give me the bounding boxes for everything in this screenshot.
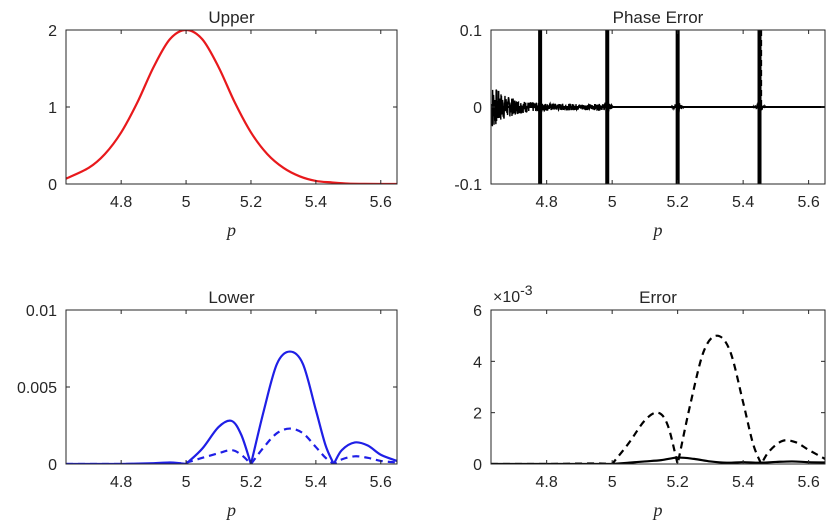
lower-series-0-solid <box>66 350 397 464</box>
phase-error-y-tick-label: 0.1 <box>460 23 482 40</box>
phase-error-spike-3 <box>757 30 762 184</box>
lower-x-tick-label: 5 <box>182 474 191 491</box>
phase-error-x-tick-label: 5.2 <box>667 194 689 211</box>
lower-y-tick-label: 0.01 <box>26 303 57 320</box>
upper-title: Upper <box>208 8 255 27</box>
lower-x-axis-label: p <box>225 500 236 520</box>
error-y-tick-label: 2 <box>473 406 482 423</box>
upper-x-axis-label: p <box>225 220 236 240</box>
error-x-tick-label: 4.8 <box>536 474 558 491</box>
error-y-tick-label: 0 <box>473 457 482 474</box>
error-title: Error <box>639 288 677 307</box>
phase-error-x-tick-label: 5.6 <box>798 194 820 211</box>
lower-x-tick-label: 5.6 <box>370 474 392 491</box>
error-axes-box <box>490 309 826 465</box>
upper-y-tick-label: 0 <box>48 177 57 194</box>
error-y-tick-label: 4 <box>473 354 482 371</box>
error-x-tick-label: 5.6 <box>798 474 820 491</box>
upper-x-tick-label: 5 <box>182 194 191 211</box>
phase-error-plot-area <box>491 30 825 184</box>
lower-title: Lower <box>208 288 255 307</box>
phase-error-x-tick-label: 4.8 <box>536 194 558 211</box>
error-plot-area <box>491 334 825 464</box>
error-chart: Error p ×10-3 4.8 5 5.2 5.4 5.6 0 2 4 6 <box>473 282 826 520</box>
phase-error-y-tick-label: -0.1 <box>454 177 482 194</box>
error-x-axis-label: p <box>652 500 663 520</box>
lower-x-tick-label: 5.4 <box>305 474 327 491</box>
phase-error-chart: Phase Error p 4.8 5 5.2 5.4 5.6 -0.1 0 0.1 <box>454 8 826 240</box>
lower-y-tick-label: 0 <box>48 457 57 474</box>
phase-error-spike-2 <box>675 30 680 184</box>
error-x-tick-label: 5.2 <box>667 474 689 491</box>
phase-error-x-tick-label: 5.4 <box>732 194 754 211</box>
lower-series-1-dashed <box>66 427 397 464</box>
error-y-multiplier: ×10-3 <box>493 282 533 306</box>
phase-error-noise-line <box>491 89 613 127</box>
phase-error-y-tick-label: 0 <box>473 100 482 117</box>
upper-series-0-solid <box>66 30 397 184</box>
error-series-1-solid <box>491 456 825 464</box>
upper-x-tick-label: 5.4 <box>305 194 327 211</box>
upper-chart: Upper p 4.8 5 5.2 5.4 5.6 0 1 2 <box>48 8 398 240</box>
upper-x-tick-label: 4.8 <box>110 194 132 211</box>
lower-plot-area <box>66 350 397 464</box>
error-y-tick-label: 6 <box>473 303 482 320</box>
phase-error-spike-1 <box>605 30 610 184</box>
lower-axes-box <box>65 309 398 465</box>
upper-x-tick-label: 5.2 <box>240 194 262 211</box>
lower-x-tick-label: 5.2 <box>240 474 262 491</box>
upper-axes-box <box>65 29 398 185</box>
phase-error-title: Phase Error <box>613 8 704 27</box>
upper-y-tick-label: 2 <box>48 23 57 40</box>
lower-y-tick-label: 0.005 <box>17 380 57 397</box>
phase-error-x-axis-label: p <box>652 220 663 240</box>
phase-error-spike-0 <box>538 30 543 184</box>
upper-y-tick-label: 1 <box>48 100 57 117</box>
phase-error-x-tick-label: 5 <box>608 194 617 211</box>
error-x-tick-label: 5 <box>608 474 617 491</box>
error-series-0-dashed <box>491 334 825 464</box>
upper-plot-area <box>66 30 397 184</box>
lower-chart: Lower p 4.8 5 5.2 5.4 5.6 0 0.005 0.01 <box>17 288 398 520</box>
upper-x-tick-label: 5.6 <box>370 194 392 211</box>
lower-x-tick-label: 4.8 <box>110 474 132 491</box>
error-x-tick-label: 5.4 <box>732 474 754 491</box>
